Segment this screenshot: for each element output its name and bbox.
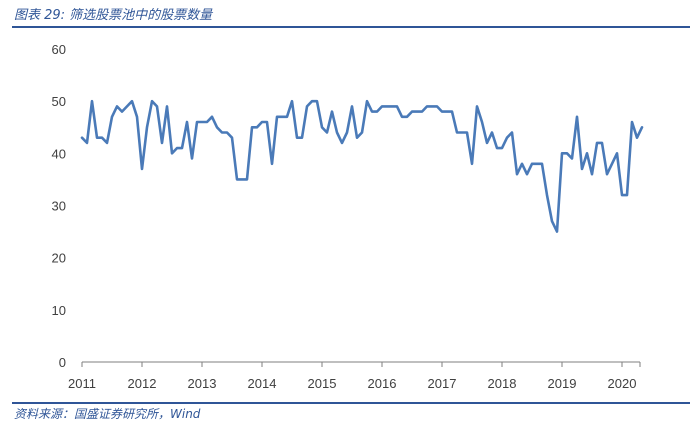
y-tick-label: 0 xyxy=(59,355,66,370)
y-tick-label: 10 xyxy=(52,303,66,318)
x-tick-label: 2016 xyxy=(368,376,397,391)
series-layer xyxy=(80,99,644,233)
figure-source: 资料来源：国盛证券研究所，Wind xyxy=(14,407,201,421)
figure-title: 图表 29: 筛选股票池中的股票数量 xyxy=(14,8,213,23)
x-tick-label: 2012 xyxy=(128,376,157,391)
x-tick-label: 2015 xyxy=(308,376,337,391)
y-tick-label: 50 xyxy=(52,94,66,109)
x-tick-label: 2018 xyxy=(488,376,517,391)
series-line xyxy=(80,99,644,233)
x-tick-label: 2017 xyxy=(428,376,457,391)
x-tick-label: 2019 xyxy=(548,376,577,391)
title-rule xyxy=(12,26,690,28)
y-tick-label: 40 xyxy=(52,146,66,161)
x-tick-label: 2013 xyxy=(188,376,217,391)
x-axis: 2011 2012 2013 2014 2015 2016 2017 2018 2019 2020 xyxy=(68,361,641,391)
y-axis: 0 10 20 30 40 50 60 xyxy=(52,42,66,370)
source-rule xyxy=(12,402,690,404)
x-tick-label: 2011 xyxy=(68,376,96,391)
x-tick-label: 2014 xyxy=(248,376,277,391)
x-tick-label: 2020 xyxy=(608,376,637,391)
y-tick-label: 30 xyxy=(52,199,66,214)
y-tick-label: 60 xyxy=(52,42,66,57)
y-tick-label: 20 xyxy=(52,251,66,266)
